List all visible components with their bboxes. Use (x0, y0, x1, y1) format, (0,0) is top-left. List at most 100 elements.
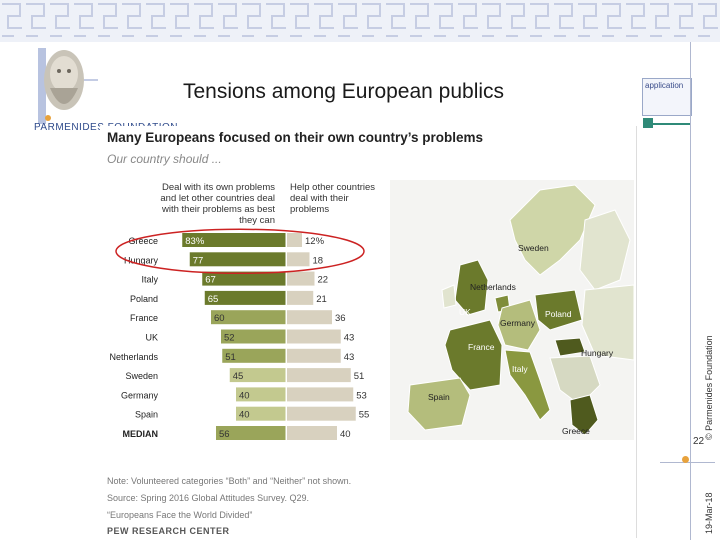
map-poland (534, 289, 583, 331)
value-label-help: 40 (340, 429, 351, 440)
value-label-help: 53 (356, 390, 367, 401)
value-label-own: 65 (208, 294, 219, 305)
bar-own-problems (236, 406, 286, 421)
orange-dot (682, 456, 689, 463)
bar-own-problems (189, 252, 286, 267)
pattern-glyph (554, 3, 574, 37)
map-scandinavia (509, 184, 596, 276)
pattern-glyph (650, 3, 670, 37)
pattern-glyph (698, 3, 718, 37)
category-label: Poland (130, 294, 158, 304)
pattern-glyph (434, 3, 454, 37)
chart-subtitle: Our country should ... (107, 152, 222, 166)
map-greece (569, 394, 599, 436)
pattern-glyph (410, 3, 430, 37)
value-label-own: 51 (225, 352, 236, 363)
category-label: Netherlands (109, 352, 158, 362)
category-label: France (130, 313, 158, 323)
application-box (642, 78, 692, 116)
map-east (581, 284, 634, 361)
bar-own-problems (182, 233, 286, 247)
category-label: Italy (141, 275, 158, 285)
bar-own-problems (222, 348, 286, 363)
map-label-spain: Spain (428, 392, 450, 402)
pattern-glyph (578, 3, 598, 37)
value-label-own: 77 (193, 255, 204, 266)
bar-help-others (287, 252, 310, 267)
pattern-glyph (194, 3, 214, 37)
map-label-uk: UK (459, 307, 471, 317)
bar-own-problems (216, 426, 286, 440)
bar-own-problems (202, 271, 286, 286)
value-label-own: 40 (239, 390, 250, 401)
pattern-glyph (98, 3, 118, 37)
map-france (444, 319, 503, 391)
pattern-glyph (266, 3, 286, 37)
map-italy (504, 349, 551, 421)
bar-help-others (287, 387, 354, 402)
bar-help-others (287, 290, 314, 305)
copyright-text: © Parmenides Foundation (704, 335, 714, 440)
slide-date: 19-Mar-18 (704, 492, 714, 534)
map-label-germany: Germany (500, 318, 535, 328)
legend-own-problems: Deal with its own problems and let other… (160, 182, 275, 226)
highlight-ring (115, 228, 365, 275)
bar-chart: Greece 83% 12% Hungary 77 18 Italy 67 22 Poland 65… (109, 228, 369, 446)
value-label-help: 12% (305, 236, 325, 247)
page-divider (660, 462, 715, 463)
chart-source: Source: Spring 2016 Global Attitudes Sur… (107, 493, 309, 503)
pattern-glyph (2, 3, 22, 37)
header-pattern (0, 0, 720, 42)
bar-help-others (287, 426, 337, 440)
value-label-own: 60 (214, 313, 225, 324)
value-label-help: 43 (344, 333, 355, 344)
map-label-netherlands: Netherlands (470, 282, 516, 292)
pattern-glyph (386, 3, 406, 37)
value-label-own: 67 (205, 275, 216, 286)
parmenides-logo (38, 48, 98, 124)
bar-help-others (287, 329, 341, 344)
value-label-help: 43 (344, 352, 355, 363)
map-label-greece: Greece (562, 426, 590, 436)
bar-own-problems (229, 368, 286, 383)
map-label-sweden: Sweden (518, 243, 549, 253)
value-label-help: 51 (354, 371, 365, 382)
category-label: Hungary (124, 255, 159, 265)
value-label-help: 36 (335, 313, 346, 324)
bar-own-problems (221, 329, 286, 344)
bar-help-others (287, 271, 315, 286)
pattern-glyph (218, 3, 238, 37)
application-square (643, 118, 653, 128)
map-finland-baltics (579, 209, 631, 291)
map-spain (407, 377, 471, 431)
pattern-glyph (626, 3, 646, 37)
value-label-own: 40 (239, 410, 250, 421)
value-label-own: 45 (233, 371, 244, 382)
pattern-glyph (146, 3, 166, 37)
map-label-poland: Poland (545, 309, 572, 319)
application-label: application (645, 81, 684, 90)
pattern-glyph (674, 3, 694, 37)
map-label-hungary: Hungary (581, 348, 614, 358)
map-label-italy: Italy (512, 364, 528, 374)
application-bar (653, 123, 690, 125)
value-label-own: 83% (185, 236, 205, 247)
pattern-glyph (482, 3, 502, 37)
category-label: MEDIAN (123, 429, 159, 439)
map-ireland (441, 284, 457, 309)
bar-help-others (287, 368, 351, 383)
slide-title: Tensions among European publics (183, 80, 505, 103)
europe-map (390, 180, 634, 440)
value-label-help: 22 (318, 275, 329, 286)
map-hungary (554, 337, 586, 357)
pattern-glyph (50, 3, 70, 37)
legend-help-others: Help other countries deal with their pro… (290, 182, 376, 215)
pattern-glyph (314, 3, 334, 37)
value-label-own: 56 (219, 429, 230, 440)
page-number: 22 (693, 436, 705, 447)
pattern-glyph (170, 3, 190, 37)
bar-own-problems (211, 310, 286, 325)
pattern-glyph (362, 3, 382, 37)
pattern-glyph (338, 3, 358, 37)
bar-own-problems (236, 387, 286, 402)
